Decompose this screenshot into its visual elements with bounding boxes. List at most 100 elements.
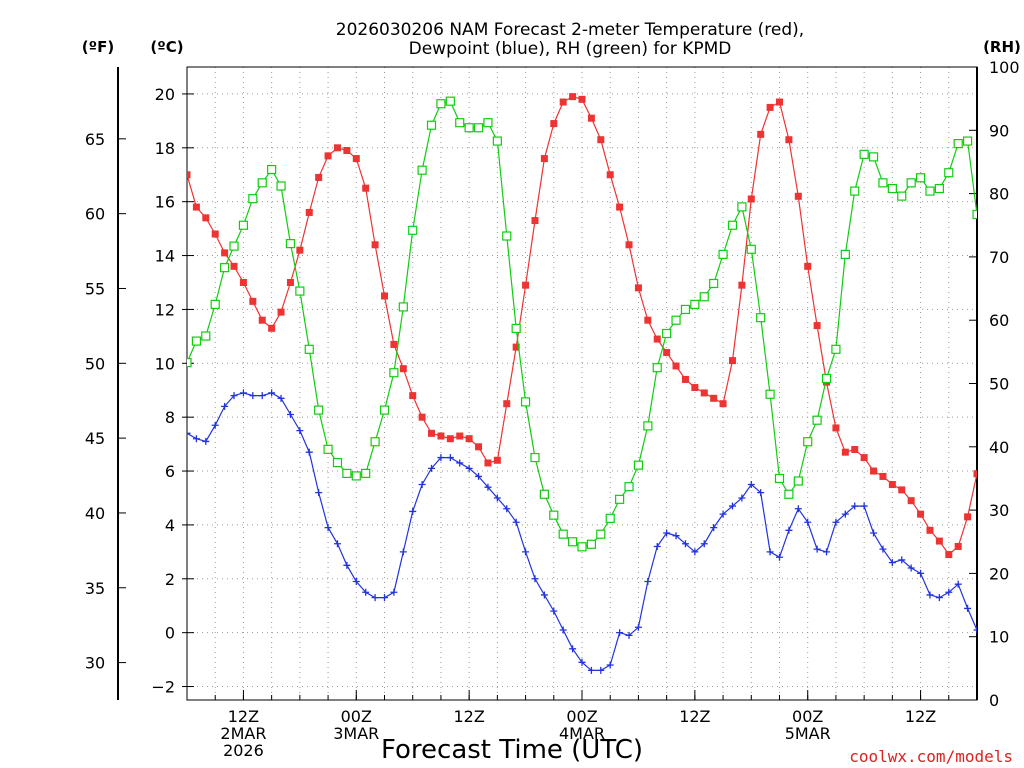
temperature-point	[437, 432, 445, 440]
rh-point	[859, 149, 869, 159]
temperature-point	[456, 432, 464, 440]
dewpoint-point	[493, 494, 501, 502]
dewpoint-point	[804, 518, 812, 526]
dewpoint-point	[738, 494, 746, 502]
x-tick-label: 12Z	[905, 707, 936, 726]
celsius-tick-label: 2	[165, 570, 175, 589]
dewpoint-point	[187, 429, 191, 437]
rh-point	[201, 331, 211, 341]
gridlines	[187, 67, 977, 700]
temperature-point	[710, 394, 718, 402]
temperature-point	[446, 435, 454, 443]
x-tick-label: 2MAR	[220, 724, 266, 743]
rh-point	[605, 513, 615, 523]
rh-tick-label: 30	[989, 501, 1009, 520]
dewpoint-point	[917, 569, 925, 577]
dewpoint-point	[634, 623, 642, 631]
rh-point	[577, 542, 587, 552]
dewpoint-point	[616, 629, 624, 637]
dewpoint-point	[446, 454, 454, 462]
dewpoint-point	[691, 548, 699, 556]
rh-point	[314, 405, 324, 415]
rh-point	[765, 389, 775, 399]
dewpoint-point	[653, 542, 661, 550]
rh-point	[210, 299, 220, 309]
dewpoint-point	[719, 510, 727, 518]
rh-point	[812, 415, 822, 425]
dewpoint-point	[409, 507, 417, 515]
rh-point	[285, 239, 296, 249]
dewpoint-point	[352, 577, 360, 585]
dewpoint-point	[926, 591, 934, 599]
temperature-point	[653, 335, 661, 343]
rh-point	[464, 123, 474, 133]
temperature-point	[296, 246, 304, 254]
temperature-point	[239, 278, 247, 286]
dewpoint-point	[550, 607, 558, 615]
temperature-point	[211, 230, 219, 238]
dewpoint-point	[879, 545, 887, 553]
temperature-point	[832, 424, 840, 432]
dewpoint-point	[503, 505, 511, 513]
rh-point	[925, 186, 935, 196]
rh-point	[351, 471, 361, 481]
dewpoint-point	[710, 524, 718, 532]
rh-point	[972, 209, 977, 220]
rh-point	[680, 304, 691, 315]
x-tick-label: 4MAR	[559, 724, 605, 743]
dewpoint-point	[597, 666, 605, 674]
celsius-tick-label: 12	[155, 300, 175, 319]
dewpoint-point	[973, 626, 977, 634]
dewpoint-point	[286, 410, 294, 418]
x-tick-label: 2026	[223, 741, 264, 760]
rh-point	[187, 358, 192, 368]
rh-point	[238, 220, 249, 230]
data-series	[187, 93, 977, 674]
dewpoint-point	[465, 464, 473, 472]
temperature-point	[879, 472, 887, 480]
rh-point	[229, 241, 239, 251]
dewpoint-point	[296, 427, 304, 435]
temperature-point	[681, 375, 689, 383]
rh-point	[624, 482, 634, 492]
rh-point	[426, 120, 437, 130]
rh-point	[530, 452, 540, 463]
rh-point	[690, 299, 700, 309]
rh-point	[699, 292, 709, 302]
rh-point	[915, 173, 926, 183]
series-rh	[187, 96, 977, 552]
rh-point	[417, 165, 427, 175]
dewpoint-point	[305, 448, 313, 456]
temperature-point	[333, 144, 341, 152]
rh-point	[662, 328, 672, 339]
temperature-point	[428, 429, 436, 437]
temperature-line	[187, 95, 977, 556]
dewpoint-point	[531, 575, 539, 583]
rh-tick-label: 40	[989, 438, 1009, 457]
temperature-point	[559, 98, 567, 106]
temperature-point	[277, 308, 285, 316]
temperature-point	[747, 195, 755, 203]
x-tick-label: 12Z	[453, 707, 484, 726]
dewpoint-point	[794, 505, 802, 513]
rh-point	[793, 476, 803, 486]
rh-tick-label: 50	[989, 375, 1009, 394]
temperature-point	[954, 542, 962, 550]
temperature-point	[663, 349, 671, 357]
rh-point	[511, 323, 521, 334]
temperature-point	[409, 392, 417, 400]
dewpoint-point	[569, 645, 577, 653]
temperature-point	[202, 214, 210, 222]
temperature-point	[531, 217, 539, 225]
dewpoint-point	[898, 556, 906, 564]
rh-point	[370, 437, 380, 447]
temperature-point	[315, 173, 323, 181]
temperature-point	[766, 103, 774, 111]
rh-point	[906, 178, 916, 188]
temperature-point	[418, 413, 426, 421]
dewpoint-point	[841, 510, 849, 518]
rh-point	[361, 468, 371, 478]
rh-tick-label: 0	[989, 691, 999, 710]
dewpoint-point	[333, 540, 341, 548]
temperature-point	[634, 284, 642, 292]
